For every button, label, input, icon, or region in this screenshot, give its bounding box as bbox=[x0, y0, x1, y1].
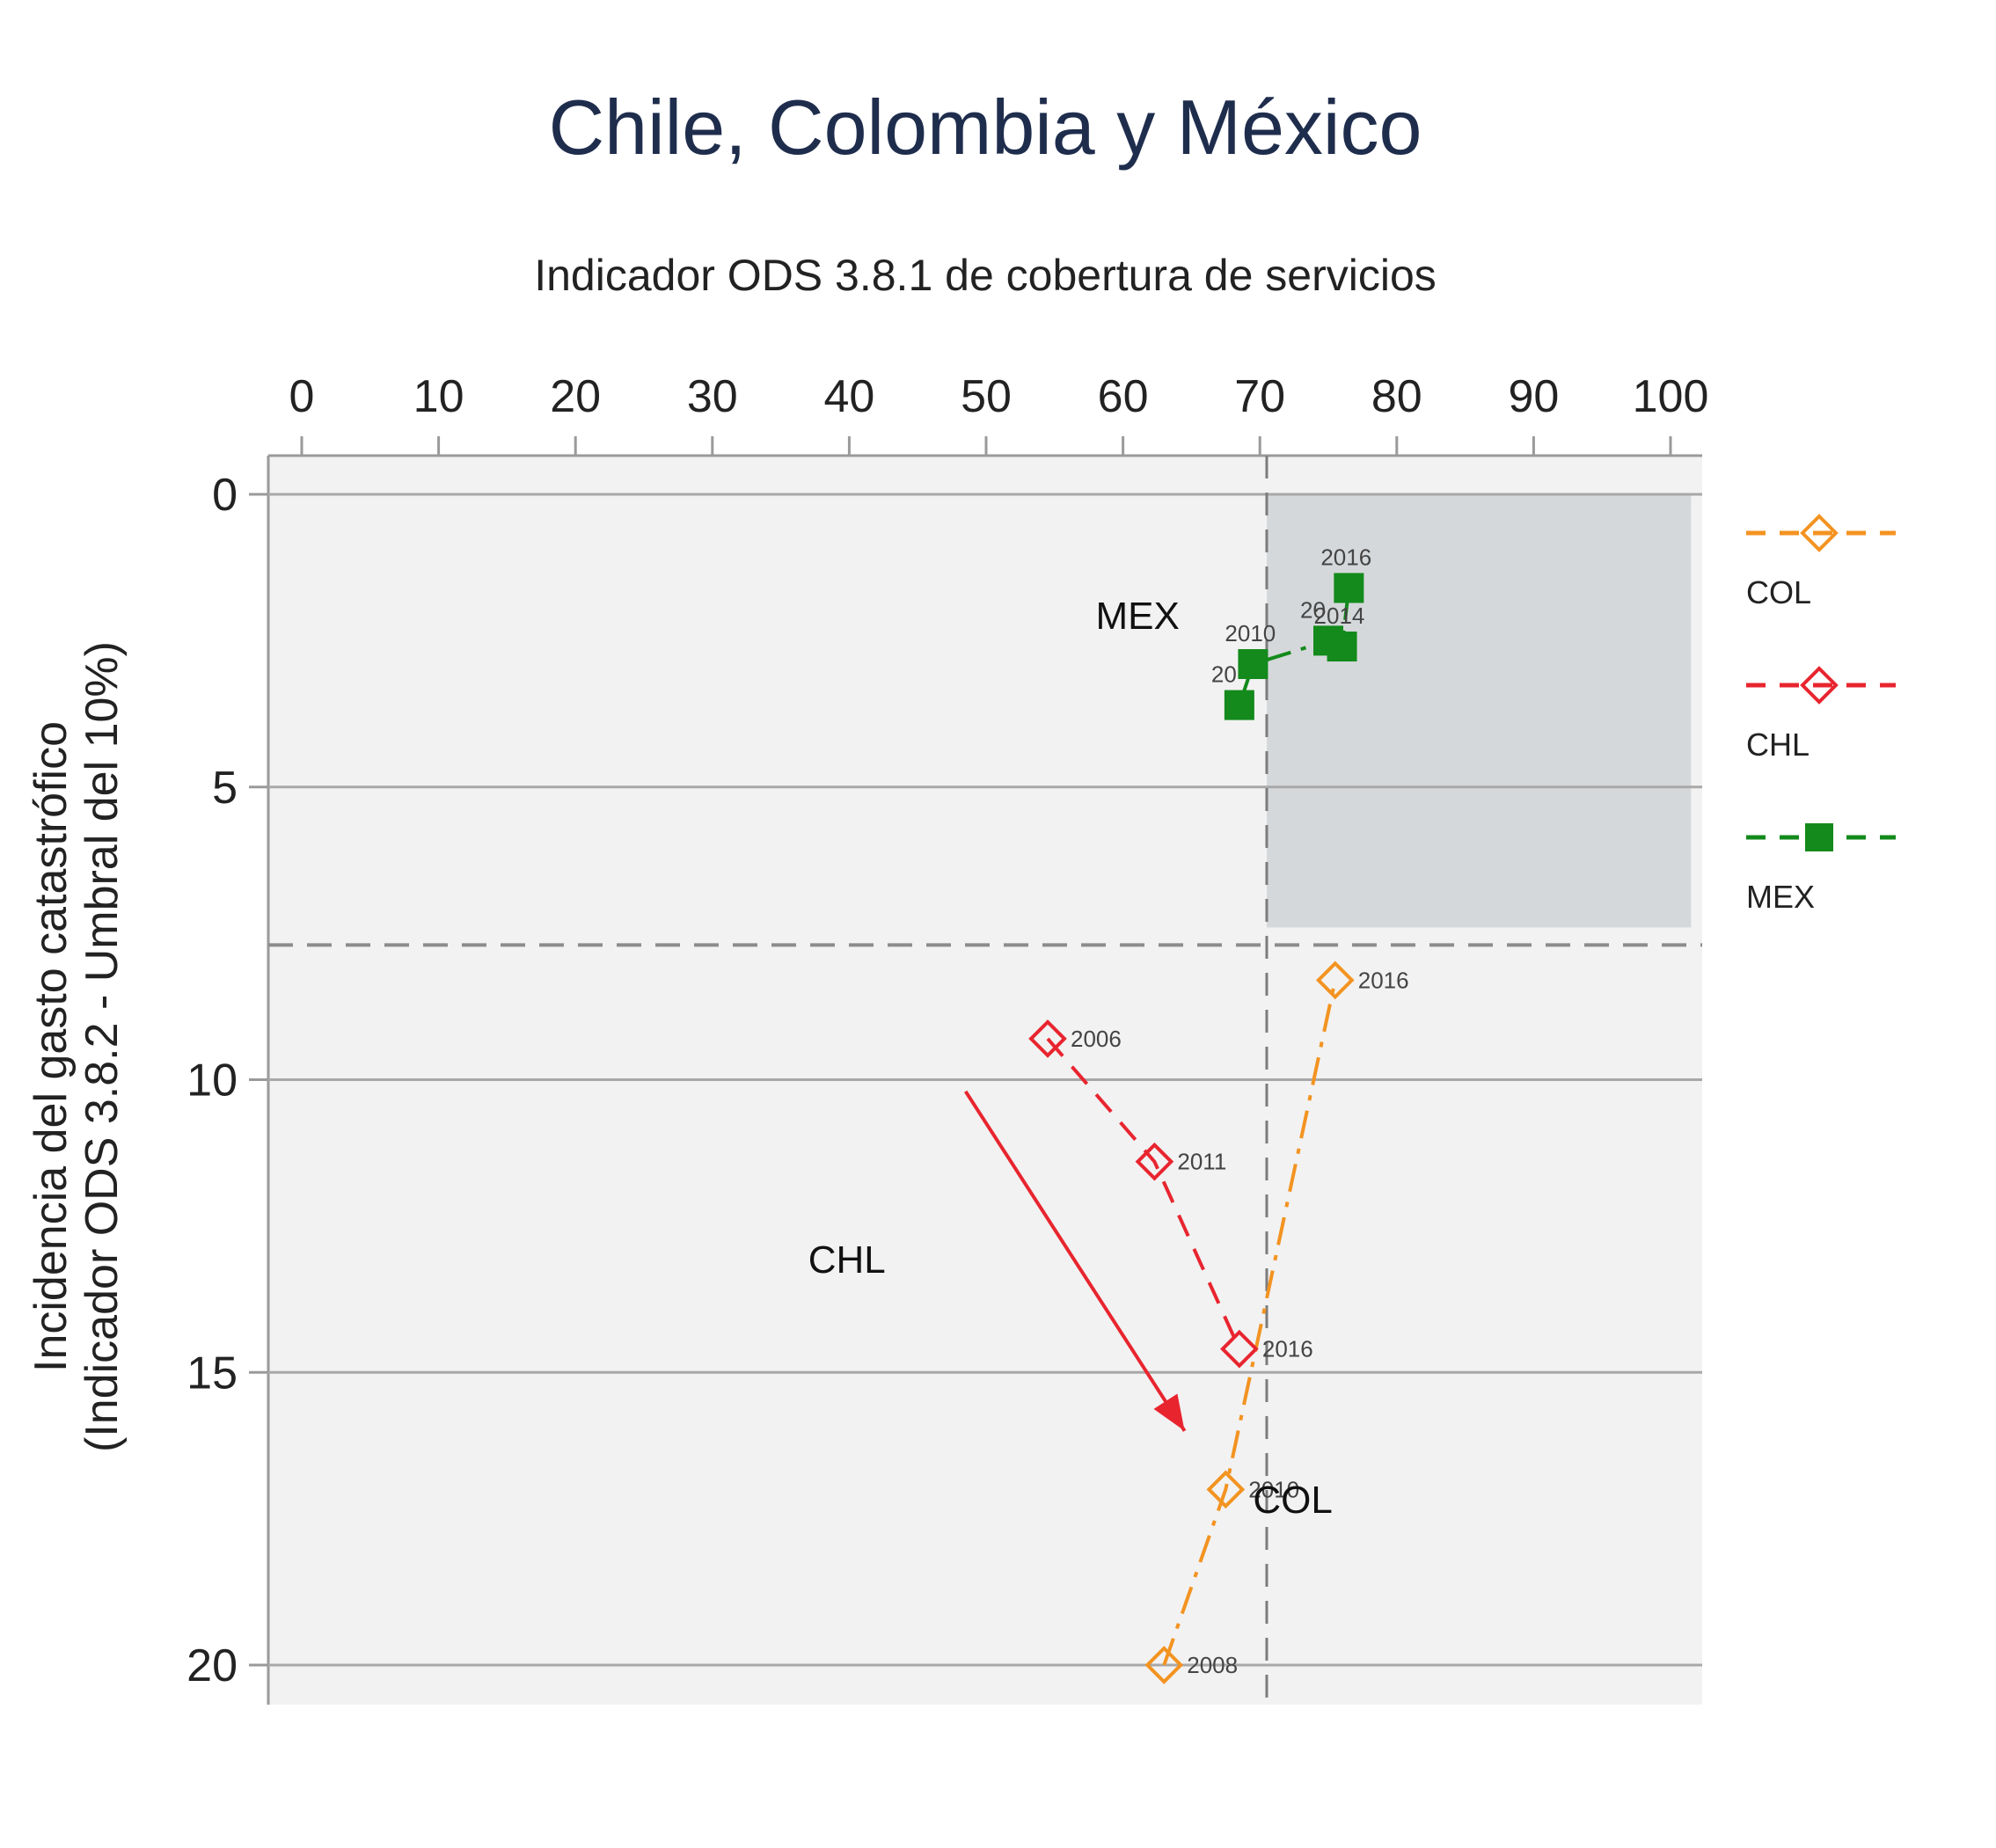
x-tick-label: 30 bbox=[687, 371, 738, 422]
data-point-mex bbox=[1327, 632, 1357, 662]
shaded-target-region bbox=[1266, 494, 1692, 928]
data-point-col bbox=[1315, 961, 1355, 1000]
y-tick-label: 10 bbox=[186, 1055, 238, 1107]
trend-arrow-line bbox=[963, 1090, 1187, 1432]
annotation-chl: CHL bbox=[808, 1238, 886, 1282]
data-point-chl bbox=[1028, 1019, 1067, 1058]
data-label-chl: 2011 bbox=[1177, 1149, 1226, 1175]
data-label-col: 2016 bbox=[1358, 967, 1409, 993]
data-label-col: 2010 bbox=[1248, 1476, 1299, 1502]
x-tick-label: 70 bbox=[1234, 371, 1285, 422]
y-tick-label: 20 bbox=[186, 1640, 238, 1691]
data-label-mex: 2016 bbox=[1320, 544, 1371, 570]
legend-marker-mex bbox=[1805, 823, 1833, 851]
data-point-chl bbox=[1220, 1329, 1259, 1369]
data-label-mex: 2014 bbox=[1314, 603, 1365, 629]
legend: COL CHL MEX bbox=[1746, 514, 1896, 915]
y-tick-label: 0 bbox=[212, 470, 238, 521]
y-axis-label-line1: Incidencia del gasto catastrófico bbox=[26, 721, 77, 1372]
data-label-chl: 2016 bbox=[1262, 1336, 1313, 1362]
data-point-mex bbox=[1334, 573, 1364, 603]
data-point-col bbox=[1144, 1646, 1184, 1684]
data-label-mex: 20 bbox=[1300, 596, 1326, 623]
data-point-chl bbox=[1135, 1142, 1174, 1181]
data-label-mex: 20 bbox=[1211, 661, 1237, 688]
legend-marker-col bbox=[1800, 514, 1839, 552]
y-tick-label: 15 bbox=[186, 1348, 238, 1399]
legend-label-chl: CHL bbox=[1746, 727, 1810, 763]
x-tick-label: 40 bbox=[823, 371, 874, 422]
x-tick-label: 10 bbox=[413, 371, 464, 422]
x-tick-label: 50 bbox=[961, 371, 1012, 422]
legend-marker-chl bbox=[1800, 666, 1839, 705]
plot-area: 0 10 20 30 40 50 60 70 80 90 100 0 5 10 15 20 2008 2010 20… bbox=[186, 371, 1708, 1705]
x-tick-label: 90 bbox=[1508, 371, 1559, 422]
chart-title: Chile, Colombia y México bbox=[549, 84, 1422, 171]
data-point-mex bbox=[1238, 648, 1269, 679]
x-tick-label: 100 bbox=[1633, 371, 1709, 422]
y-tick-label: 5 bbox=[212, 763, 238, 814]
series-line-col bbox=[1162, 979, 1337, 1666]
annotation-col: COL bbox=[1253, 1479, 1332, 1522]
x-tick-label: 20 bbox=[550, 371, 601, 422]
data-label-mex: 2010 bbox=[1225, 620, 1276, 646]
legend-label-mex: MEX bbox=[1746, 879, 1815, 915]
trend-arrow-head bbox=[1153, 1393, 1185, 1431]
annotation-mex: MEX bbox=[1095, 595, 1179, 638]
x-tick-label: 0 bbox=[289, 371, 315, 422]
x-tick-label: 80 bbox=[1371, 371, 1422, 422]
data-point-mex bbox=[1224, 690, 1254, 720]
chart-subtitle: Indicador ODS 3.8.1 de cobertura de serv… bbox=[534, 251, 1437, 300]
legend-label-col: COL bbox=[1746, 574, 1811, 610]
x-tick-label: 60 bbox=[1098, 371, 1149, 422]
series-line-chl bbox=[1046, 1037, 1241, 1350]
data-label-chl: 2006 bbox=[1071, 1026, 1122, 1052]
data-label-col: 2008 bbox=[1187, 1652, 1238, 1678]
y-axis-label: Incidencia del gasto catastrófico (Indic… bbox=[26, 641, 128, 1452]
y-axis-label-line2: (Indicador ODS 3.8.2 - Umbral del 10%) bbox=[77, 641, 128, 1452]
data-point-col bbox=[1206, 1470, 1246, 1509]
